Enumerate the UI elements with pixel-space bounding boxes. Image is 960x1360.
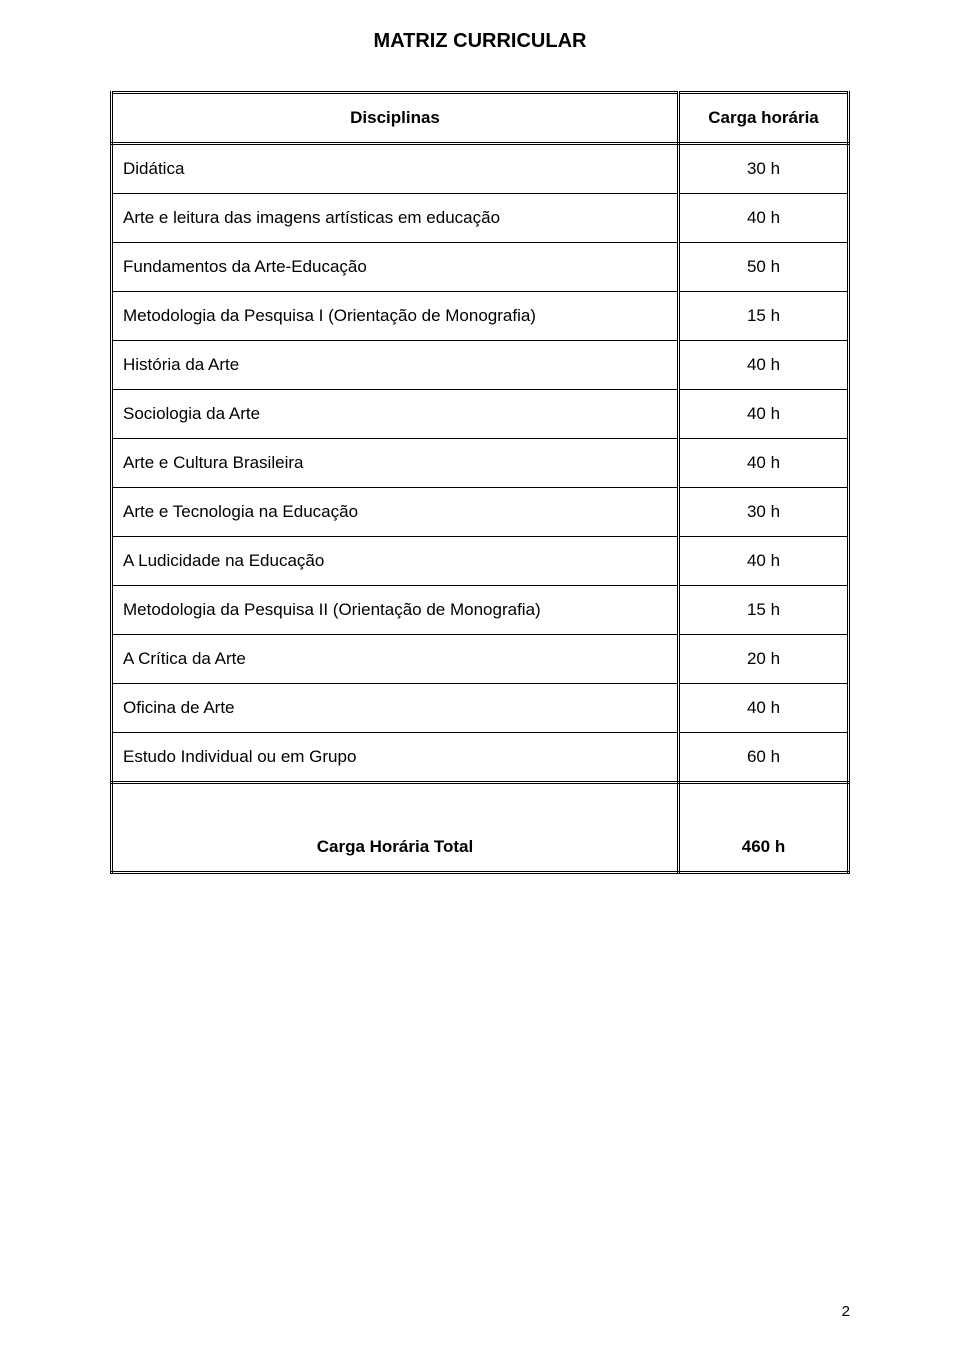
table-row: Didática 30 h [112, 144, 849, 194]
table-row: Metodologia da Pesquisa II (Orientação d… [112, 586, 849, 635]
table-row: Arte e Cultura Brasileira 40 h [112, 439, 849, 488]
discipline-cell: Oficina de Arte [112, 684, 679, 733]
table-row: Arte e Tecnologia na Educação 30 h [112, 488, 849, 537]
discipline-cell: Arte e Tecnologia na Educação [112, 488, 679, 537]
table-row: Oficina de Arte 40 h [112, 684, 849, 733]
hours-cell: 30 h [679, 488, 849, 537]
discipline-cell: Metodologia da Pesquisa II (Orientação d… [112, 586, 679, 635]
hours-cell: 15 h [679, 586, 849, 635]
curriculum-table: Disciplinas Carga horária Didática 30 h … [110, 91, 850, 874]
hours-cell: 60 h [679, 733, 849, 783]
total-row: Carga Horária Total 460 h [112, 823, 849, 873]
hours-cell: 40 h [679, 439, 849, 488]
discipline-cell: A Crítica da Arte [112, 635, 679, 684]
hours-cell: 30 h [679, 144, 849, 194]
table-row: Metodologia da Pesquisa I (Orientação de… [112, 292, 849, 341]
spacer-row [112, 783, 849, 823]
discipline-cell: Didática [112, 144, 679, 194]
hours-cell: 40 h [679, 684, 849, 733]
table-header-row: Disciplinas Carga horária [112, 93, 849, 144]
page-number: 2 [842, 1303, 850, 1320]
hours-cell: 20 h [679, 635, 849, 684]
hours-cell: 50 h [679, 243, 849, 292]
hours-cell: 40 h [679, 194, 849, 243]
page-title: MATRIZ CURRICULAR [110, 30, 850, 53]
table-row: História da Arte 40 h [112, 341, 849, 390]
table-row: Sociologia da Arte 40 h [112, 390, 849, 439]
discipline-cell: A Ludicidade na Educação [112, 537, 679, 586]
discipline-cell: Arte e Cultura Brasileira [112, 439, 679, 488]
table-row: Fundamentos da Arte-Educação 50 h [112, 243, 849, 292]
hours-cell: 40 h [679, 341, 849, 390]
spacer-cell [112, 783, 679, 823]
table-row: Arte e leitura das imagens artísticas em… [112, 194, 849, 243]
spacer-cell [679, 783, 849, 823]
hours-cell: 15 h [679, 292, 849, 341]
table-row: Estudo Individual ou em Grupo 60 h [112, 733, 849, 783]
column-header-disciplinas: Disciplinas [112, 93, 679, 144]
total-label: Carga Horária Total [112, 823, 679, 873]
discipline-cell: Fundamentos da Arte-Educação [112, 243, 679, 292]
discipline-cell: Arte e leitura das imagens artísticas em… [112, 194, 679, 243]
table-row: A Crítica da Arte 20 h [112, 635, 849, 684]
table-row: A Ludicidade na Educação 40 h [112, 537, 849, 586]
discipline-cell: História da Arte [112, 341, 679, 390]
discipline-cell: Metodologia da Pesquisa I (Orientação de… [112, 292, 679, 341]
column-header-carga-horaria: Carga horária [679, 93, 849, 144]
hours-cell: 40 h [679, 390, 849, 439]
discipline-cell: Sociologia da Arte [112, 390, 679, 439]
total-value: 460 h [679, 823, 849, 873]
discipline-cell: Estudo Individual ou em Grupo [112, 733, 679, 783]
hours-cell: 40 h [679, 537, 849, 586]
